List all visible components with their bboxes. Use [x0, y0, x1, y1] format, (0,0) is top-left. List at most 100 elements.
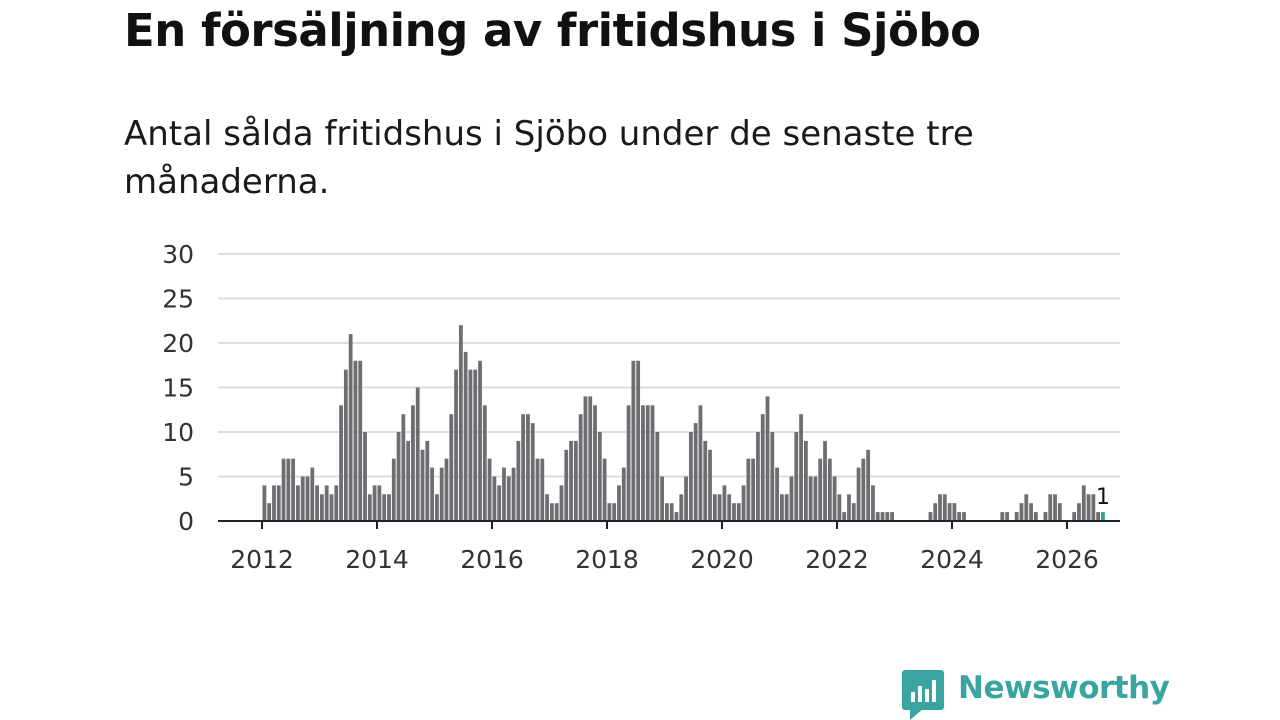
bar — [871, 485, 875, 521]
bar — [770, 432, 775, 521]
bar — [645, 405, 650, 521]
bar — [1005, 512, 1009, 521]
bar — [732, 503, 736, 521]
bars — [262, 325, 1105, 521]
bar — [1057, 503, 1062, 521]
bar — [545, 494, 549, 521]
bar — [799, 414, 803, 521]
y-tick-label: 20 — [162, 329, 194, 358]
x-tick-label: 2016 — [460, 545, 524, 574]
bar — [506, 476, 511, 521]
bar — [487, 458, 492, 521]
bar-chart-speech-bubble-icon — [902, 670, 944, 720]
bar — [866, 449, 871, 521]
bar — [775, 467, 779, 521]
bar — [425, 440, 430, 521]
bar — [813, 476, 818, 521]
bar — [679, 494, 684, 521]
bar — [612, 503, 617, 521]
bar — [626, 405, 631, 521]
bar — [1096, 512, 1101, 521]
bar — [1019, 503, 1024, 521]
bar — [794, 432, 799, 521]
bar — [741, 485, 746, 521]
bar — [281, 458, 286, 521]
y-tick-label: 30 — [162, 240, 194, 269]
bar — [789, 476, 794, 521]
y-tick-label: 5 — [178, 463, 194, 492]
bar — [722, 485, 727, 521]
bar — [1081, 485, 1086, 521]
bar — [928, 512, 933, 521]
y-tick-label: 0 — [178, 507, 194, 536]
bar — [842, 512, 847, 521]
bar — [339, 405, 343, 521]
bar — [363, 432, 367, 521]
bar — [468, 369, 473, 521]
bar — [391, 458, 396, 521]
bar — [698, 405, 703, 521]
bar — [473, 369, 478, 521]
bar — [415, 387, 420, 521]
bar — [1029, 503, 1033, 521]
x-tick-label: 2012 — [230, 545, 294, 574]
bar — [444, 458, 449, 521]
bar — [818, 458, 823, 521]
newsworthy-logo: Newsworthy — [900, 668, 1170, 720]
bar — [684, 476, 688, 521]
bar — [276, 485, 281, 521]
bar — [665, 503, 669, 521]
bar — [463, 351, 468, 521]
bar — [746, 458, 751, 521]
bar — [516, 440, 521, 521]
bar — [1048, 494, 1053, 521]
bar — [367, 494, 372, 521]
y-tick-label: 10 — [162, 418, 194, 447]
bar — [439, 467, 444, 521]
bar — [674, 512, 679, 521]
x-tick-label: 2018 — [575, 545, 639, 574]
bar — [851, 503, 856, 521]
bar — [1072, 512, 1077, 521]
bar — [641, 405, 645, 521]
bar — [454, 369, 458, 521]
bar — [406, 440, 411, 521]
bar — [291, 458, 296, 521]
bar — [650, 405, 655, 521]
bar — [540, 458, 545, 521]
bar — [458, 325, 463, 521]
bar — [329, 494, 334, 521]
bar — [736, 503, 741, 521]
bar — [521, 414, 526, 521]
bar — [832, 476, 837, 521]
bar — [550, 503, 554, 521]
y-tick-label: 15 — [162, 374, 194, 403]
bar — [669, 503, 674, 521]
bar — [1053, 494, 1057, 521]
bar — [760, 414, 765, 521]
bar — [387, 494, 391, 521]
chart-title: En försäljning av fritidshus i Sjöbo — [124, 4, 981, 57]
bar — [497, 485, 502, 521]
bar — [784, 494, 789, 521]
bar — [573, 440, 578, 521]
x-tick-label: 2014 — [345, 545, 409, 574]
bar — [1000, 512, 1005, 521]
bar-highlighted — [1101, 512, 1105, 521]
x-tick-label: 2026 — [1035, 545, 1099, 574]
bar — [756, 432, 760, 521]
bar — [300, 476, 305, 521]
bar — [1091, 494, 1096, 521]
bar — [693, 423, 698, 521]
bar — [938, 494, 942, 521]
bar — [353, 360, 358, 521]
bar — [430, 467, 434, 521]
bar — [890, 512, 894, 521]
last-value-label: 1 — [1096, 485, 1110, 510]
bar — [382, 494, 387, 521]
bar — [602, 458, 607, 521]
bar — [578, 414, 583, 521]
y-axis-ticks: 0 5 10 15 20 25 30 — [162, 240, 194, 536]
data-labels: 1 — [1096, 485, 1110, 510]
